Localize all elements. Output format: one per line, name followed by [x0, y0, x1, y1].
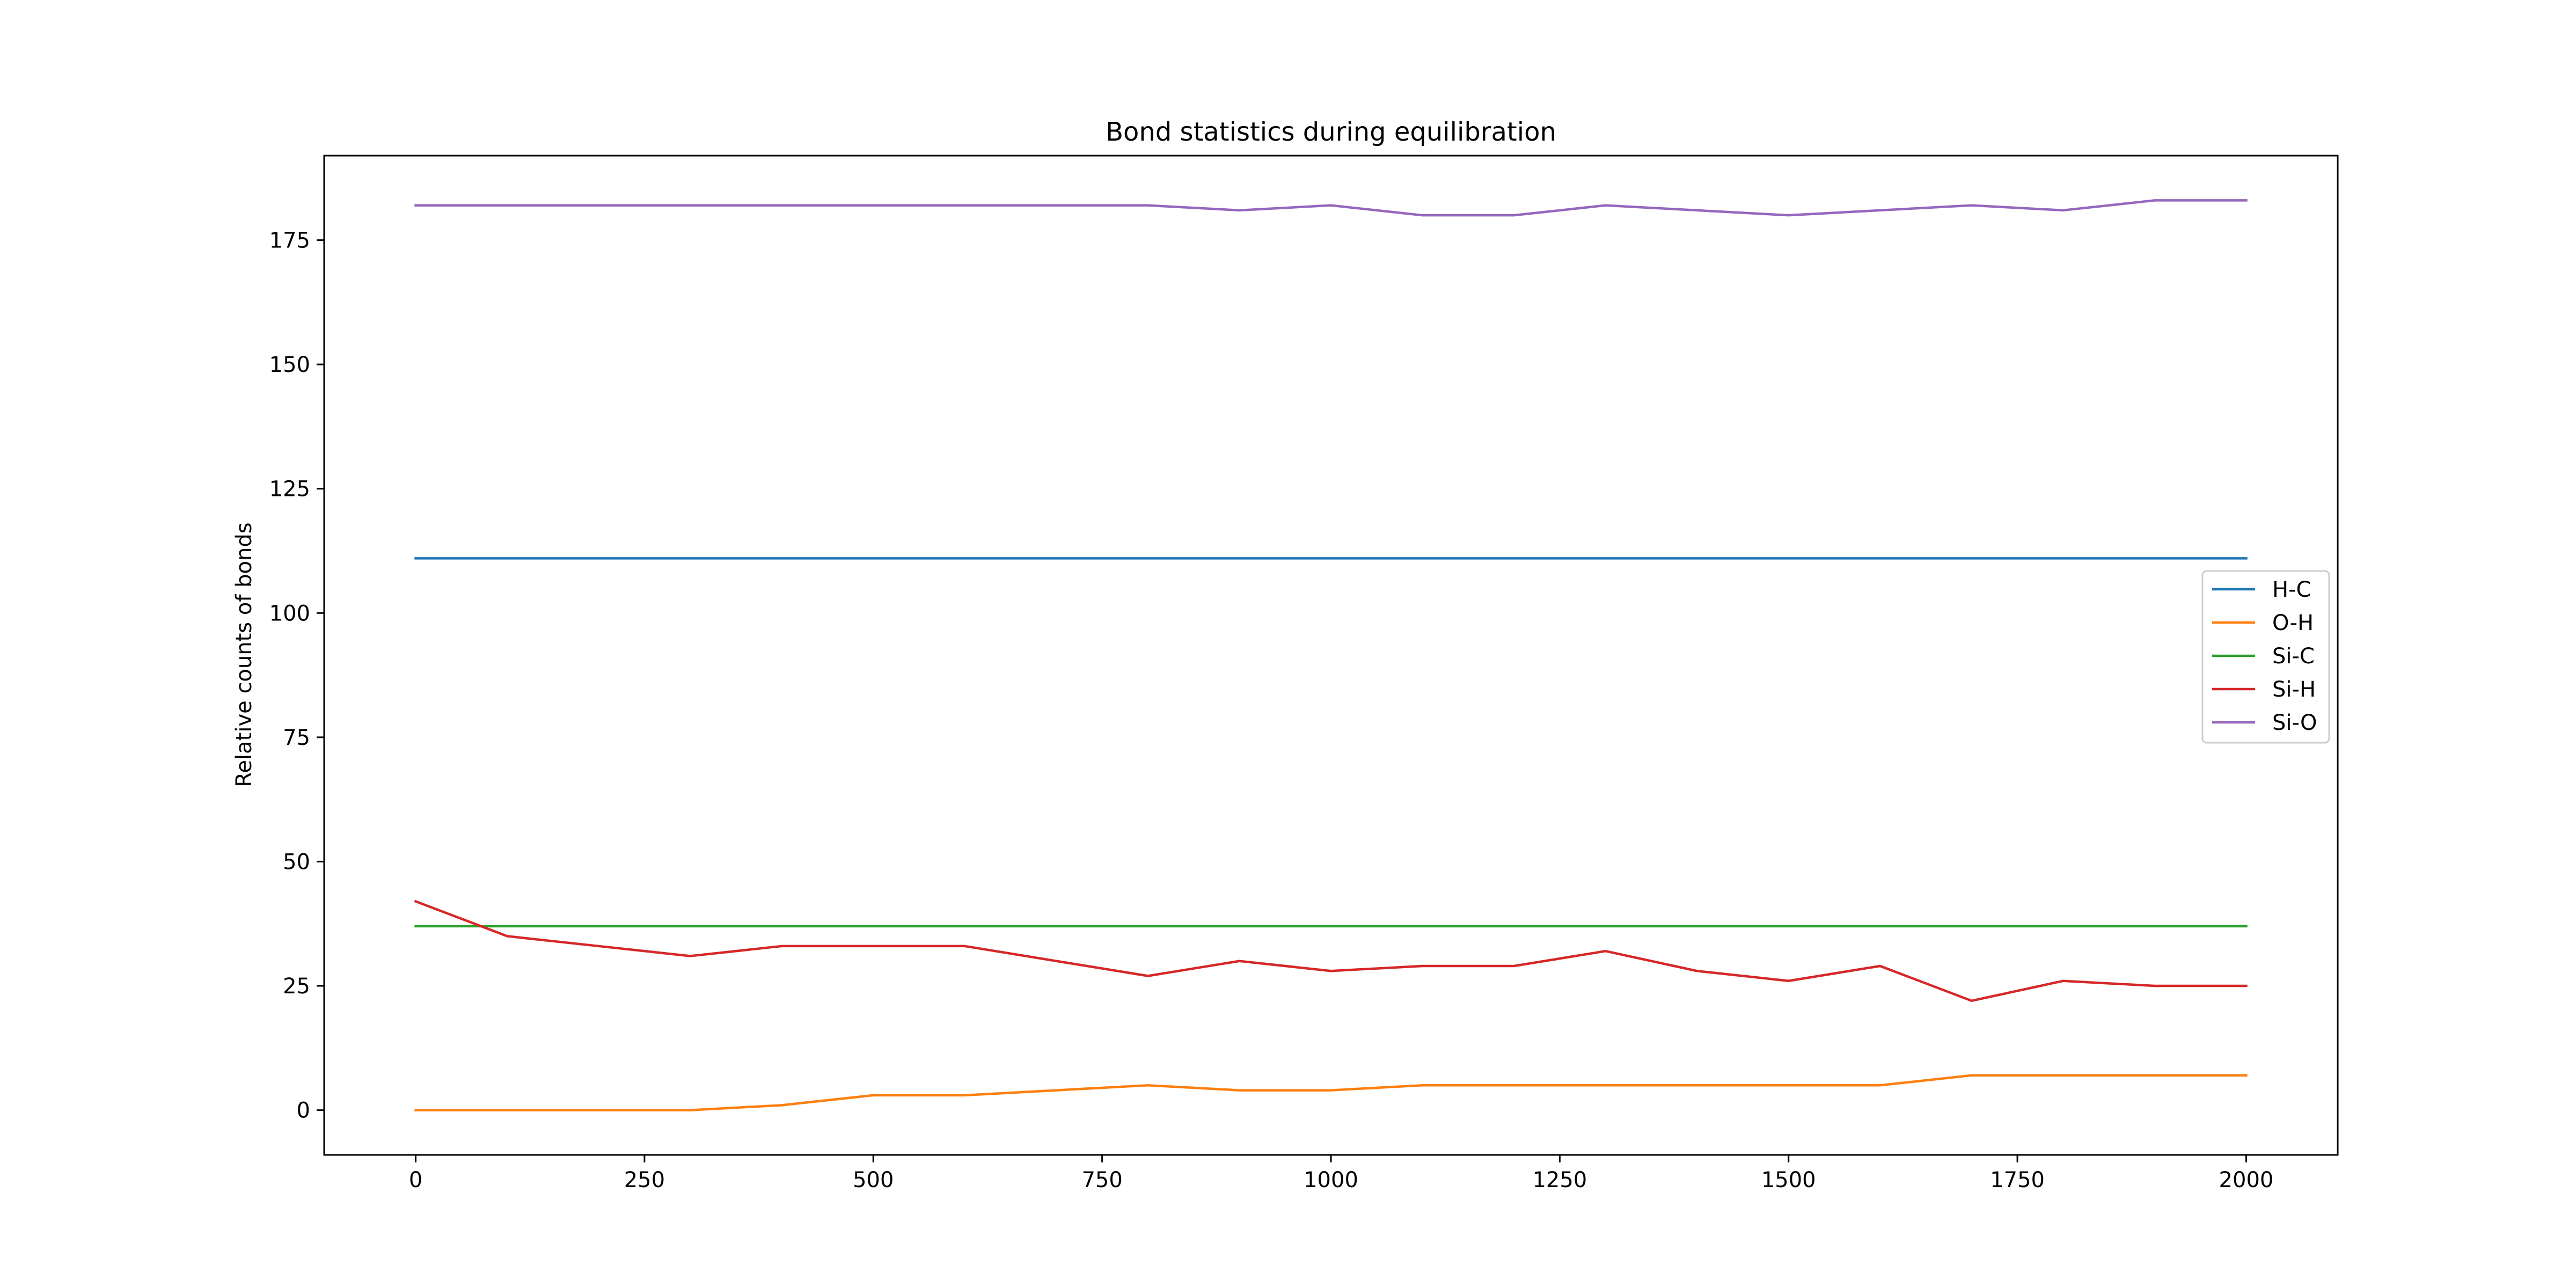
x-tick-label: 1000 — [1304, 1168, 1358, 1192]
x-tick-label: 0 — [409, 1168, 422, 1192]
y-tick-label: 175 — [269, 228, 310, 253]
legend-label-h-c: H-C — [2272, 577, 2311, 602]
series-line-o-h — [414, 1074, 2248, 1111]
y-tick-label: 50 — [283, 850, 310, 874]
y-tick-label: 150 — [269, 353, 310, 377]
y-axis-label: Relative counts of bonds — [232, 522, 257, 787]
plot-area: 0 250 500 750 1000 1250 1500 1750 2000 0 25 50 75 100… — [269, 155, 2339, 1192]
y-tick-label: 0 — [297, 1099, 310, 1123]
legend-label-o-h: O-H — [2272, 611, 2314, 635]
x-tick-label: 1500 — [1761, 1168, 1816, 1192]
legend: H-C O-H Si-C Si-H Si-O — [2201, 570, 2330, 744]
series-line-si-o — [414, 199, 2248, 217]
x-tick-label: 750 — [1081, 1168, 1122, 1192]
x-tick-label: 1250 — [1532, 1168, 1587, 1192]
x-tick-label: 1750 — [1990, 1168, 2045, 1192]
x-tick-label: 250 — [624, 1168, 665, 1192]
y-tick-label: 100 — [269, 601, 310, 626]
x-tick-label: 2000 — [2219, 1168, 2274, 1192]
series-line-si-h — [414, 899, 2248, 1002]
legend-box — [2201, 570, 2330, 744]
y-tick-label: 125 — [269, 477, 310, 502]
legend-label-si-c: Si-C — [2272, 644, 2315, 669]
y-tick-label: 25 — [283, 974, 310, 999]
x-tick-label: 500 — [853, 1168, 894, 1192]
legend-label-si-o: Si-O — [2272, 711, 2317, 735]
y-tick-label: 75 — [283, 726, 310, 750]
legend-label-si-h: Si-H — [2272, 677, 2316, 702]
chart-title: Bond statistics during equilibration — [1106, 117, 1556, 147]
